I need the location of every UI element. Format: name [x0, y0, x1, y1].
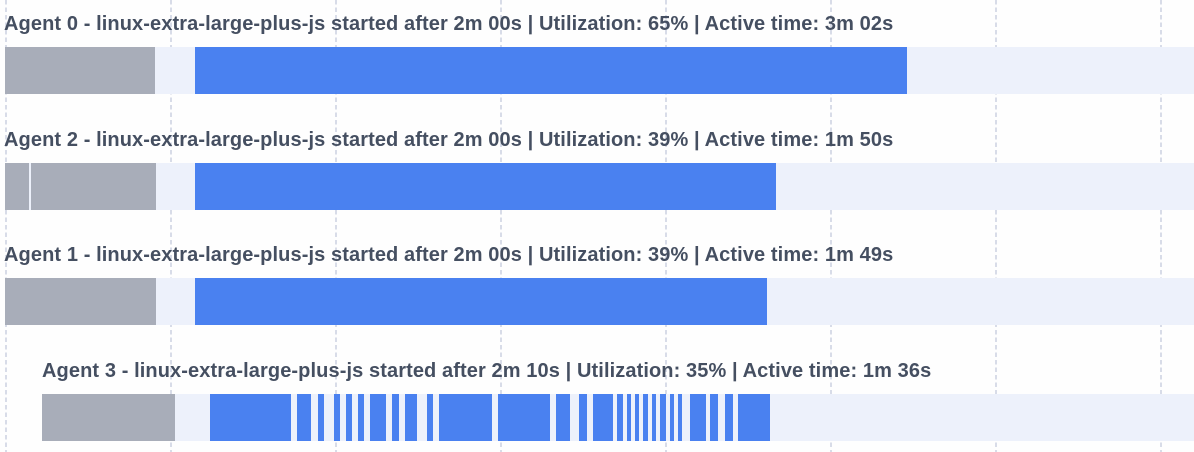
- gridline: [500, 0, 502, 452]
- gridline: [335, 0, 337, 452]
- agent-bar-track: [5, 163, 1194, 210]
- active-segment: [318, 394, 324, 441]
- startup-segment: [5, 163, 29, 210]
- startup-segment: [5, 47, 155, 94]
- active-segment: [617, 394, 623, 441]
- agent-row-label: Agent 2 - linux-extra-large-plus-js star…: [4, 129, 894, 151]
- agent-bar-track: [5, 47, 1194, 94]
- gridline: [5, 0, 7, 452]
- agent-bar-track: [5, 278, 1194, 325]
- agent-row-label: Agent 3 - linux-extra-large-plus-js star…: [42, 360, 932, 382]
- active-segment: [643, 394, 648, 441]
- active-segment: [439, 394, 492, 441]
- active-segment: [678, 394, 682, 441]
- active-segment: [195, 163, 776, 210]
- active-segment: [660, 394, 666, 441]
- startup-segment: [31, 163, 156, 210]
- active-segment: [498, 394, 550, 441]
- gridline: [995, 0, 997, 452]
- agent-row-label: Agent 0 - linux-extra-large-plus-js star…: [4, 13, 894, 35]
- gridline: [170, 0, 172, 452]
- active-segment: [334, 394, 340, 441]
- agent-row-label: Agent 1 - linux-extra-large-plus-js star…: [4, 244, 894, 266]
- active-segment: [297, 394, 311, 441]
- active-segment: [579, 394, 587, 441]
- active-segment: [690, 394, 706, 441]
- active-segment: [635, 394, 639, 441]
- active-segment: [670, 394, 674, 441]
- active-segment: [593, 394, 613, 441]
- active-segment: [358, 394, 364, 441]
- active-segment: [710, 394, 718, 441]
- active-segment: [405, 394, 417, 441]
- agent-bar-track: [42, 394, 1194, 441]
- startup-segment: [42, 394, 175, 441]
- active-segment: [195, 278, 767, 325]
- active-segment: [725, 394, 733, 441]
- active-segment: [195, 47, 907, 94]
- active-segment: [210, 394, 291, 441]
- active-segment: [370, 394, 386, 441]
- startup-segment: [5, 278, 156, 325]
- active-segment: [427, 394, 433, 441]
- active-segment: [652, 394, 656, 441]
- active-segment: [346, 394, 352, 441]
- active-segment: [392, 394, 399, 441]
- active-segment: [556, 394, 570, 441]
- gridline: [830, 0, 832, 452]
- gridline: [1160, 0, 1162, 452]
- gridline: [665, 0, 667, 452]
- active-segment: [738, 394, 770, 441]
- active-segment: [627, 394, 631, 441]
